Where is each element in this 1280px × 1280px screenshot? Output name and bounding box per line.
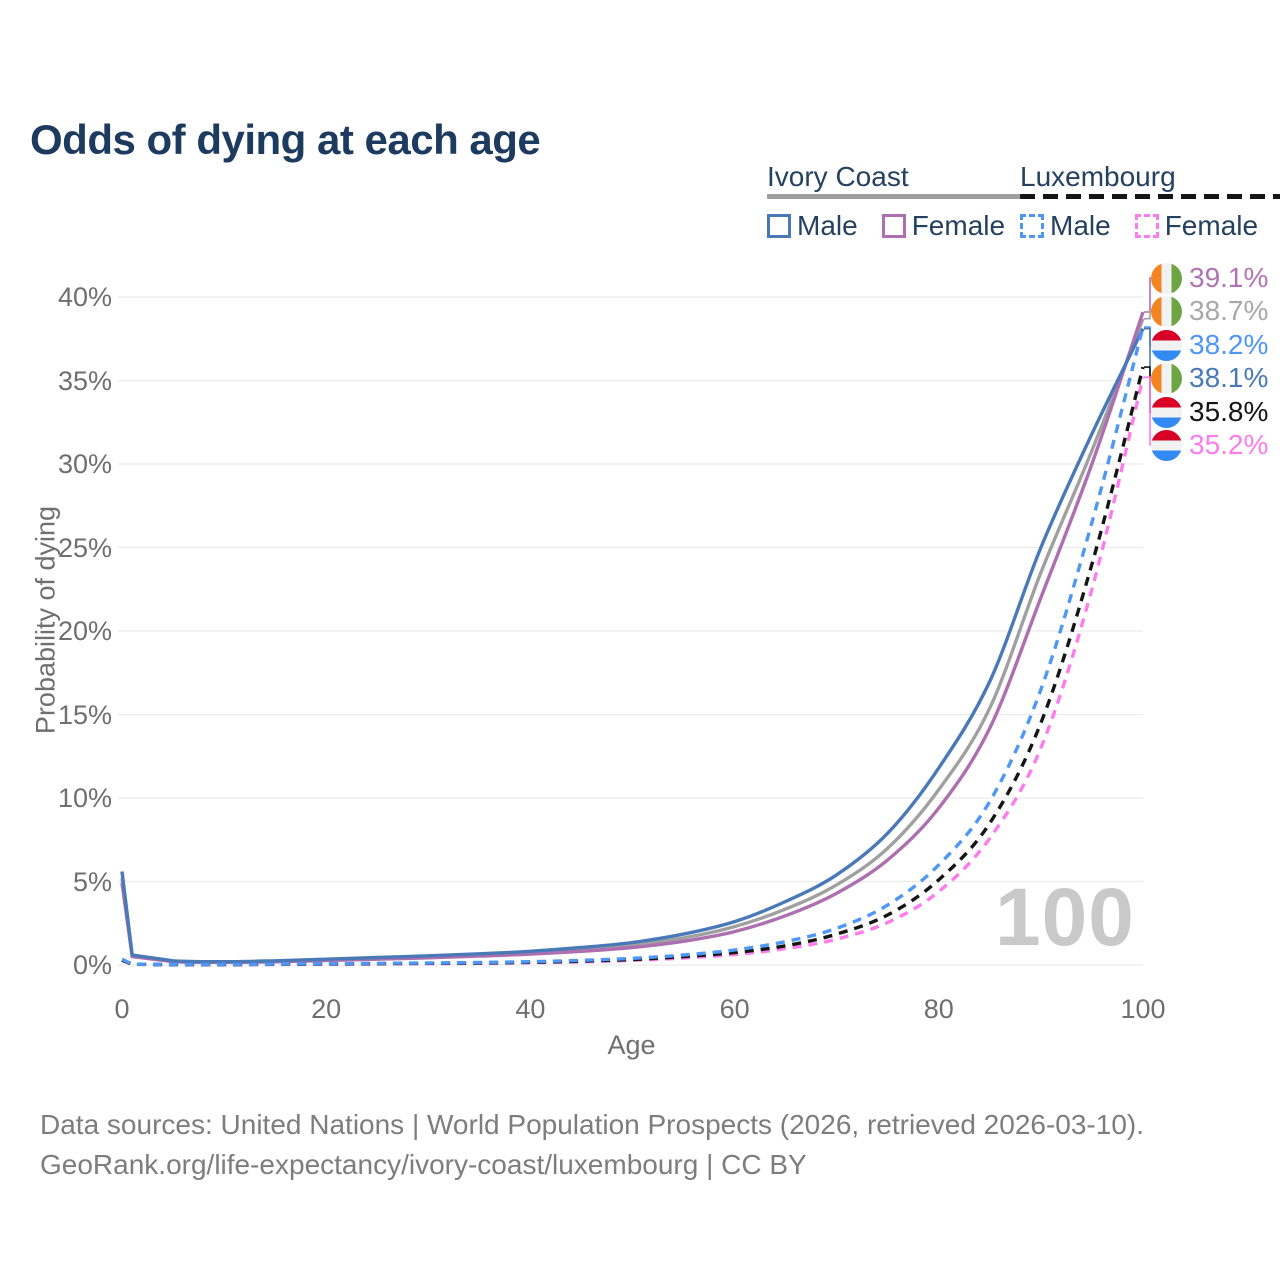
- legend-item-ivory-coast-female[interactable]: Female: [881, 210, 1006, 242]
- ivory-coast-flag-icon: [1151, 362, 1182, 394]
- luxembourg-flag-icon: [1151, 429, 1182, 461]
- footer-data-sources: Data sources: United Nations | World Pop…: [40, 1109, 1145, 1140]
- x-tick-label: 80: [923, 994, 954, 1024]
- legend-items: Male Female: [1020, 210, 1280, 242]
- series-line-ivory-coast-female[interactable]: [120, 311, 1145, 965]
- end-label-value: 38.1%: [1189, 362, 1269, 393]
- legend-country-label: Ivory Coast: [767, 161, 909, 192]
- y-tick-label: 25%: [57, 532, 112, 563]
- end-label-ivory-coast-both-sexes[interactable]: 38.7%: [1151, 294, 1268, 328]
- legend-underline-solid: [767, 194, 1030, 200]
- luxembourg-flag-icon: [1151, 329, 1182, 361]
- y-tick-label: 30%: [57, 449, 112, 479]
- series-line-luxembourg-female[interactable]: [121, 376, 1145, 967]
- end-label-value: 39.1%: [1189, 262, 1269, 293]
- x-tick-label: 100: [1120, 994, 1166, 1024]
- end-label-ivory-coast-male[interactable]: 38.1%: [1151, 361, 1268, 395]
- legend-item-label: Female: [911, 210, 1006, 242]
- end-label-value: 38.7%: [1189, 295, 1269, 326]
- x-tick-label: 0: [114, 994, 130, 1024]
- series-line-ivory-coast-male[interactable]: [120, 327, 1145, 964]
- ivory-coast-flag-icon: [1151, 295, 1182, 327]
- legend-swatch-icon: [1020, 214, 1044, 239]
- legend-country-label: Luxembourg: [1020, 161, 1176, 192]
- y-tick-label: 40%: [57, 282, 112, 312]
- legend-item-luxembourg-male[interactable]: Male: [1020, 210, 1111, 242]
- age-watermark: 100: [995, 872, 1135, 963]
- legend-item-ivory-coast-male[interactable]: Male: [767, 210, 858, 242]
- legend-item-label: Female: [1164, 210, 1259, 242]
- legend-item-label: Male: [797, 210, 858, 242]
- ivory-coast-flag-icon: [1151, 262, 1182, 294]
- legend-group-luxembourg: Luxembourg Male Female: [1020, 162, 1280, 242]
- end-label-luxembourg-male[interactable]: 38.2%: [1151, 328, 1268, 362]
- y-tick-label: 15%: [57, 699, 112, 730]
- footer-attribution: GeoRank.org/life-expectancy/ivory-coast/…: [40, 1149, 807, 1180]
- y-tick-label: 35%: [57, 365, 112, 396]
- y-tick-label: 0%: [72, 950, 112, 980]
- legend-swatch-icon: [881, 214, 906, 239]
- end-label-luxembourg-both-sexes[interactable]: 35.8%: [1151, 395, 1268, 429]
- series-line-luxembourg-male[interactable]: [121, 326, 1145, 967]
- end-label-value: 38.2%: [1189, 329, 1269, 360]
- y-tick-label: 10%: [57, 783, 112, 813]
- y-tick-label: 5%: [72, 866, 112, 897]
- x-axis-title: Age: [607, 1030, 656, 1060]
- legend-item-luxembourg-female[interactable]: Female: [1134, 210, 1259, 242]
- y-tick-label: 20%: [57, 616, 112, 646]
- end-label-value: 35.8%: [1189, 396, 1269, 427]
- end-label-value: 35.2%: [1189, 429, 1269, 460]
- series-line-luxembourg-both[interactable]: [121, 366, 1145, 967]
- x-tick-label: 40: [515, 994, 546, 1024]
- legend-group-ivory-coast: Ivory Coast Male Female: [767, 161, 1030, 242]
- page-title: Odds of dying at each age: [30, 116, 541, 164]
- end-label-ivory-coast-female[interactable]: 39.1%: [1151, 261, 1268, 295]
- legend-swatch-icon: [767, 214, 791, 239]
- x-tick-label: 60: [719, 994, 750, 1024]
- legend-swatch-icon: [1134, 214, 1159, 239]
- legend-items: Male Female: [767, 210, 1029, 242]
- legend-underline-dashed: [1020, 194, 1280, 200]
- x-tick-label: 20: [311, 994, 342, 1024]
- series-line-ivory-coast-both[interactable]: [120, 318, 1145, 964]
- end-label-luxembourg-female[interactable]: 35.2%: [1151, 428, 1268, 462]
- legend-item-label: Male: [1050, 210, 1111, 242]
- luxembourg-flag-icon: [1151, 396, 1182, 428]
